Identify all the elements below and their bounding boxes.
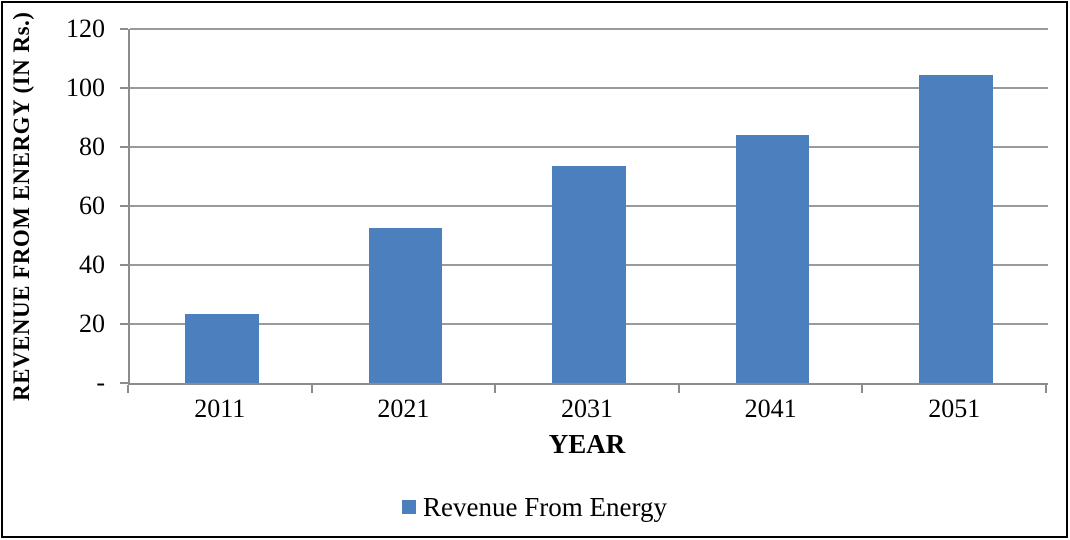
gridline (130, 86, 1048, 89)
x-tick-label-2031: 2031 (561, 394, 613, 423)
bar-chart: REVENUE FROM ENERGY (IN Rs.) YEAR Revenu… (3, 3, 1066, 536)
x-axis-tick (127, 385, 129, 393)
x-axis-tick (1045, 385, 1047, 393)
x-tick-label-2041: 2041 (744, 394, 797, 423)
y-axis-tick (120, 87, 128, 89)
bar-2021 (368, 228, 443, 383)
legend-marker-icon (402, 500, 417, 514)
y-tick-label-60: 60 (79, 191, 105, 220)
y-axis-tick (120, 205, 128, 207)
legend-label: Revenue From Energy (423, 492, 667, 522)
gridline (130, 28, 1048, 30)
y-tick-label-20: 20 (79, 309, 105, 338)
x-axis-title: YEAR (548, 429, 626, 459)
y-axis-tick (120, 28, 128, 30)
legend: Revenue From Energy (3, 491, 1066, 523)
y-axis-title: REVENUE FROM ENERGY (IN Rs.) (9, 11, 34, 401)
y-axis-tick (120, 146, 128, 148)
y-tick-label-80: 80 (79, 132, 105, 161)
y-axis-tick (120, 264, 128, 266)
y-axis-tick (120, 323, 128, 325)
y-tick-label-100: 100 (66, 73, 105, 102)
y-tick-label-40: 40 (79, 250, 105, 279)
x-axis-tick (310, 385, 313, 393)
x-tick-label-2051: 2051 (928, 394, 981, 423)
x-axis-tick (494, 385, 497, 393)
x-axis-tick (861, 385, 864, 393)
plot-area (128, 28, 1048, 385)
gridline (130, 145, 1048, 148)
y-tick-label-120: 120 (66, 14, 105, 43)
y-axis-tick (120, 382, 128, 384)
bar-2031 (552, 166, 626, 383)
bar-2041 (735, 135, 810, 383)
x-tick-label-2021: 2021 (377, 394, 430, 423)
y-tick-label-0: - (96, 368, 105, 397)
x-axis-tick (677, 385, 680, 393)
bar-2051 (919, 74, 993, 383)
bar-2011 (185, 313, 259, 383)
x-tick-label-2011: 2011 (194, 394, 246, 423)
